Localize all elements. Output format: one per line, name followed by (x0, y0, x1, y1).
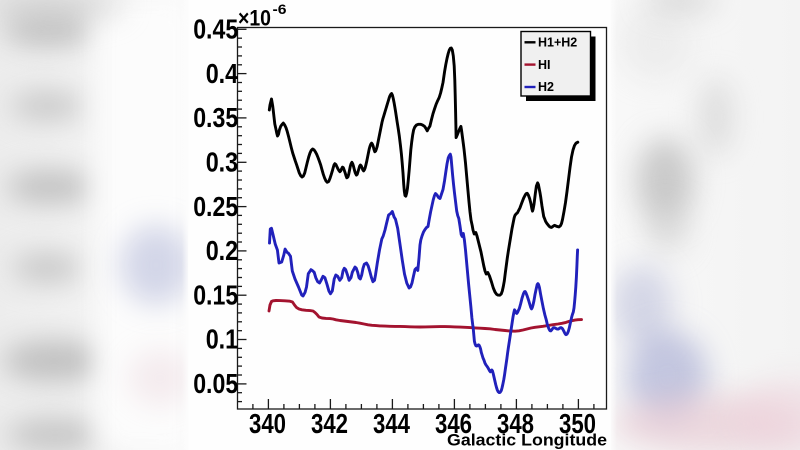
svg-text:H1+H2: H1+H2 (538, 36, 577, 50)
svg-text:344: 344 (373, 408, 410, 439)
svg-text:×10: ×10 (238, 6, 271, 31)
svg-text:0.15: 0.15 (193, 279, 238, 310)
svg-text:0.1: 0.1 (206, 324, 239, 355)
svg-text:346: 346 (435, 408, 472, 439)
svg-text:Galactic Longitude: Galactic Longitude (447, 431, 607, 450)
svg-text:HI: HI (538, 58, 551, 72)
svg-text:0.35: 0.35 (193, 102, 238, 133)
svg-text:H2: H2 (538, 80, 554, 94)
svg-text:340: 340 (249, 408, 286, 439)
svg-text:350: 350 (559, 408, 596, 439)
svg-text:0.05: 0.05 (193, 368, 238, 399)
svg-text:0.4: 0.4 (206, 58, 239, 89)
svg-text:342: 342 (311, 408, 348, 439)
svg-text:0.3: 0.3 (206, 147, 239, 178)
svg-text:348: 348 (497, 408, 534, 439)
svg-text:-6: -6 (273, 1, 287, 17)
svg-text:0.25: 0.25 (193, 191, 238, 222)
svg-text:0.45: 0.45 (193, 14, 238, 45)
svg-text:0.2: 0.2 (206, 235, 239, 266)
